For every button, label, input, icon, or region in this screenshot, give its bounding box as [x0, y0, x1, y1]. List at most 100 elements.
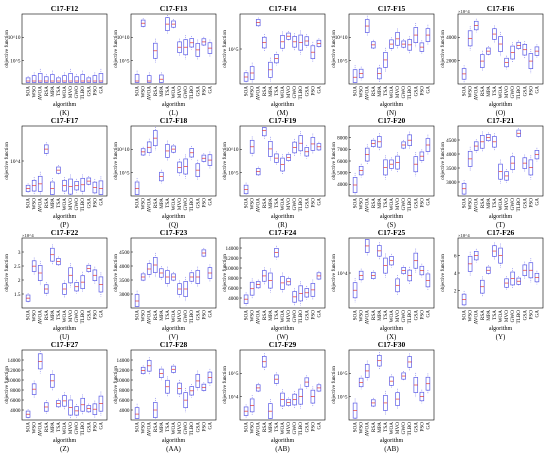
y-tick-label: 10^10: [226, 147, 239, 153]
x-tick-label: AVOA: [256, 310, 262, 325]
box: [134, 294, 140, 307]
x-tick-label: MPA: [50, 310, 56, 321]
x-tick-label: GA: [98, 310, 104, 318]
chart-title: C17-F30: [378, 340, 406, 349]
y-tick-label: 2.5: [14, 264, 21, 270]
panel-label: (W): [277, 333, 289, 341]
x-tick-label: WSO: [141, 86, 147, 98]
x-tick-label: SOA: [135, 422, 141, 433]
panel-label: (N): [387, 109, 397, 117]
x-tick-label: MPA: [159, 86, 165, 97]
x-tick-label: WOA: [389, 422, 395, 435]
x-tick-label: MVO: [68, 422, 74, 434]
x-tick-label: TLBO: [516, 198, 522, 212]
x-tick-label: SOA: [462, 198, 468, 209]
x-tick-label: MVO: [286, 86, 292, 98]
x-tick-label: TSA: [383, 86, 389, 96]
panel-label: (L): [169, 109, 179, 117]
panel-label: (O): [496, 109, 506, 117]
x-tick-label: GA: [98, 198, 104, 206]
x-tick-label: GWO: [183, 198, 189, 211]
y-tick-label: 3000: [446, 180, 457, 186]
y-tick-label: 6000: [10, 398, 21, 404]
y-tick-label: 4000: [119, 264, 130, 270]
x-tick-label: RSA: [153, 86, 159, 96]
x-tick-label: PSO: [528, 86, 534, 96]
x-tick-label: GSA: [195, 310, 201, 321]
x-tick-label: MVO: [177, 422, 183, 434]
x-tick-label: MVO: [395, 86, 401, 98]
x-tick-label: PSO: [528, 198, 534, 208]
x-tick-label: RSA: [262, 198, 268, 208]
chart-title: C17-F18: [160, 116, 188, 125]
y-tick-label: 10^10: [8, 35, 21, 41]
plot-area: [21, 349, 108, 421]
x-tick-label: WSO: [468, 86, 474, 98]
x-tick-label: PSO: [310, 422, 316, 432]
y-tick-label: 12000: [8, 368, 21, 374]
x-tick-label: WSO: [250, 198, 256, 210]
x-tick-label: TSA: [383, 422, 389, 432]
y-axis-label: objective function: [439, 142, 446, 180]
x-tick-label: MVO: [504, 198, 510, 210]
x-tick-label: GA: [425, 422, 431, 430]
y-axis-label: objective function: [221, 366, 228, 404]
y-tick-label: 4000: [10, 408, 21, 414]
x-axis-label: algorithm: [271, 102, 295, 108]
x-tick-label: GWO: [510, 310, 516, 323]
x-tick-label: WOA: [498, 86, 504, 99]
x-tick-label: MPA: [486, 310, 492, 321]
x-tick-label: GA: [207, 86, 213, 94]
y-tick-label: 10^5: [119, 58, 130, 64]
x-tick-label: WSO: [468, 310, 474, 322]
x-tick-label: RSA: [371, 86, 377, 96]
y-axis-label: objective function: [439, 254, 446, 292]
x-tick-label: GSA: [86, 422, 92, 433]
y-tick-label: 10^10: [117, 35, 130, 41]
x-tick-label: SOA: [462, 310, 468, 321]
plot-area: [130, 237, 217, 309]
x-tick-label: WOA: [389, 310, 395, 323]
box: [25, 77, 31, 83]
y-tick-label: 2000: [446, 58, 457, 64]
x-tick-label: MVO: [68, 86, 74, 98]
y-axis-label: objective function: [112, 142, 119, 180]
plot-area: [239, 237, 326, 309]
x-tick-label: GWO: [292, 422, 298, 435]
x-tick-label: GSA: [413, 422, 419, 433]
x-tick-label: TLBO: [189, 198, 195, 212]
chart-title: C17-F12: [51, 4, 79, 13]
plot-area: [239, 125, 326, 197]
y-tick-label: 4000: [228, 296, 239, 302]
box: [92, 75, 98, 83]
x-tick-label: SOA: [26, 86, 32, 97]
x-tick-label: TSA: [165, 86, 171, 96]
y-tick-label: 4500: [119, 250, 130, 256]
x-tick-label: RSA: [480, 198, 486, 208]
y-tick-label: 8000: [10, 388, 21, 394]
plot-area: [130, 13, 217, 85]
x-axis-label: algorithm: [162, 102, 186, 108]
x-axis-label: algorithm: [162, 326, 186, 332]
x-tick-label: TSA: [274, 198, 280, 208]
panel-label: (M): [277, 109, 289, 117]
x-tick-label: GWO: [183, 86, 189, 99]
x-tick-label: SOA: [244, 86, 250, 97]
x-tick-label: TLBO: [516, 310, 522, 324]
x-tick-label: RSA: [153, 198, 159, 208]
x-tick-label: AVOA: [147, 86, 153, 101]
x-tick-label: GSA: [86, 86, 92, 97]
y-axis-label: objective function: [439, 30, 446, 68]
x-tick-label: MVO: [286, 310, 292, 322]
chart-title: C17-F25: [378, 228, 406, 237]
y-tick-label: 6: [454, 253, 457, 259]
chart-panel: C17-F26 2 4 6 ×10^4 objective function SOA WSO A…: [439, 228, 544, 341]
chart-title: C17-F24: [269, 228, 297, 237]
x-axis-label: algorithm: [380, 102, 404, 108]
x-tick-label: GA: [534, 310, 540, 318]
y-tick-label: 10000: [226, 266, 239, 272]
x-tick-label: WOA: [498, 310, 504, 323]
